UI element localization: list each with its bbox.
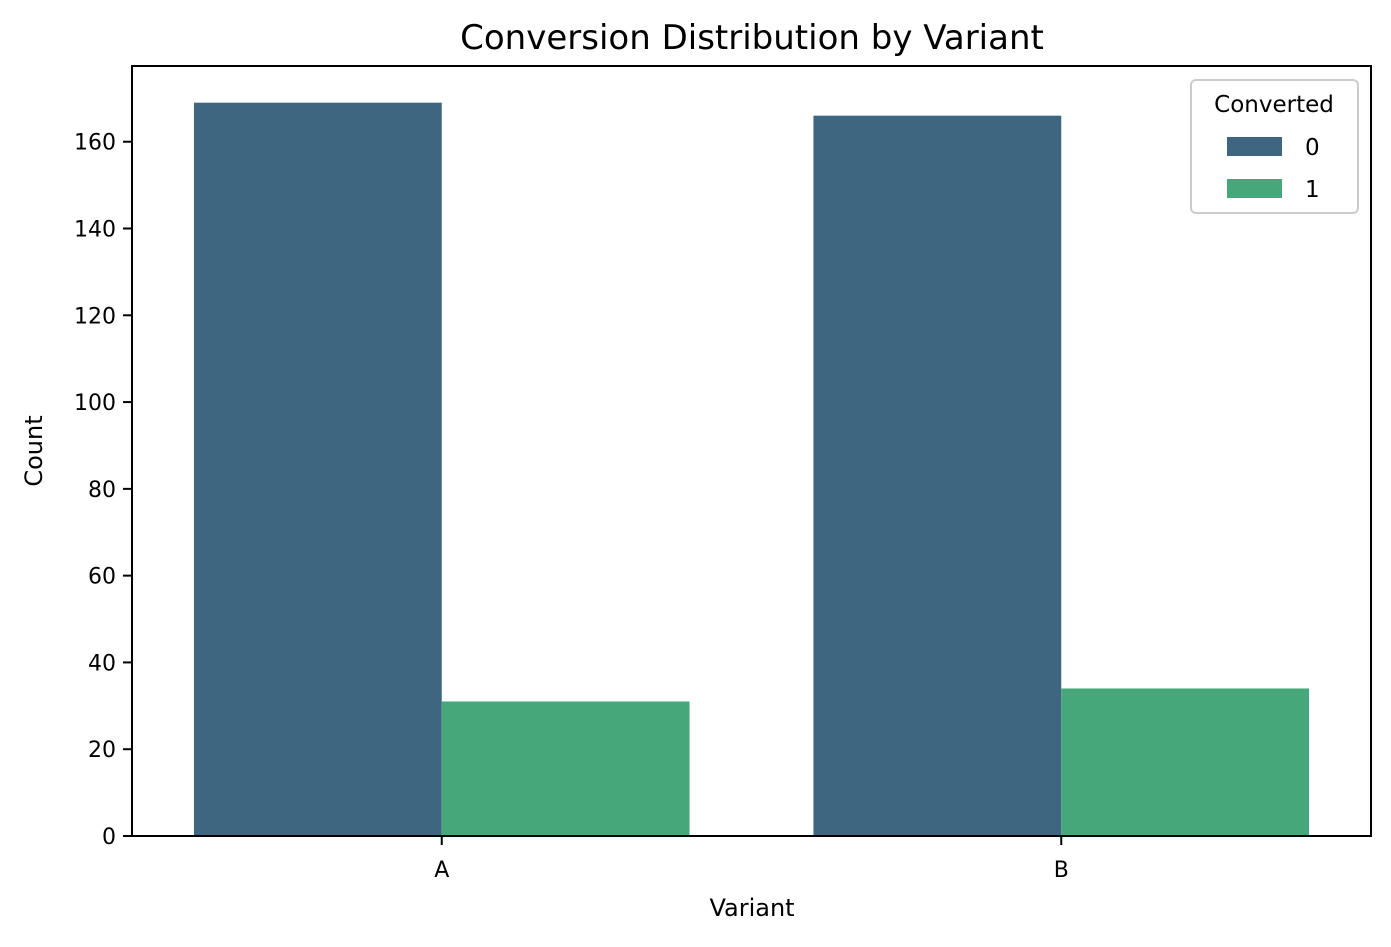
bars-layer xyxy=(193,102,1310,837)
y-axis-label: Count xyxy=(20,415,48,486)
y-tick-label: 120 xyxy=(74,304,116,329)
legend-items: 01 xyxy=(1227,135,1320,203)
y-tick-label: 40 xyxy=(88,651,116,676)
chart-title: Conversion Distribution by Variant xyxy=(460,18,1044,58)
legend-swatch-0 xyxy=(1227,137,1282,156)
bar-A-converted-1 xyxy=(441,701,690,836)
plot-frame xyxy=(131,65,1372,837)
y-axis-ticks: 0 20 40 60 80 100 120 140 160 xyxy=(74,131,132,850)
x-tick-label: B xyxy=(1054,858,1069,883)
bar-B-converted-0 xyxy=(813,115,1062,837)
y-tick-label: 160 xyxy=(74,131,116,156)
bar-A-converted-0 xyxy=(193,102,442,837)
x-tick-label: A xyxy=(434,858,449,883)
legend: Converted 01 xyxy=(1190,79,1359,214)
y-tick-label: 100 xyxy=(74,391,116,416)
y-tick-label: 140 xyxy=(74,218,116,243)
legend-label-1: 1 xyxy=(1305,177,1320,203)
legend-label-0: 0 xyxy=(1305,135,1320,161)
legend-swatch-1 xyxy=(1227,179,1282,198)
bar-B-converted-1 xyxy=(1061,688,1310,836)
legend-title: Converted xyxy=(1214,92,1334,118)
y-tick-label: 0 xyxy=(102,825,116,850)
y-tick-label: 80 xyxy=(88,478,116,503)
y-tick-label: 20 xyxy=(88,738,116,763)
y-tick-label: 60 xyxy=(88,565,116,590)
x-axis-label: Variant xyxy=(709,894,794,922)
